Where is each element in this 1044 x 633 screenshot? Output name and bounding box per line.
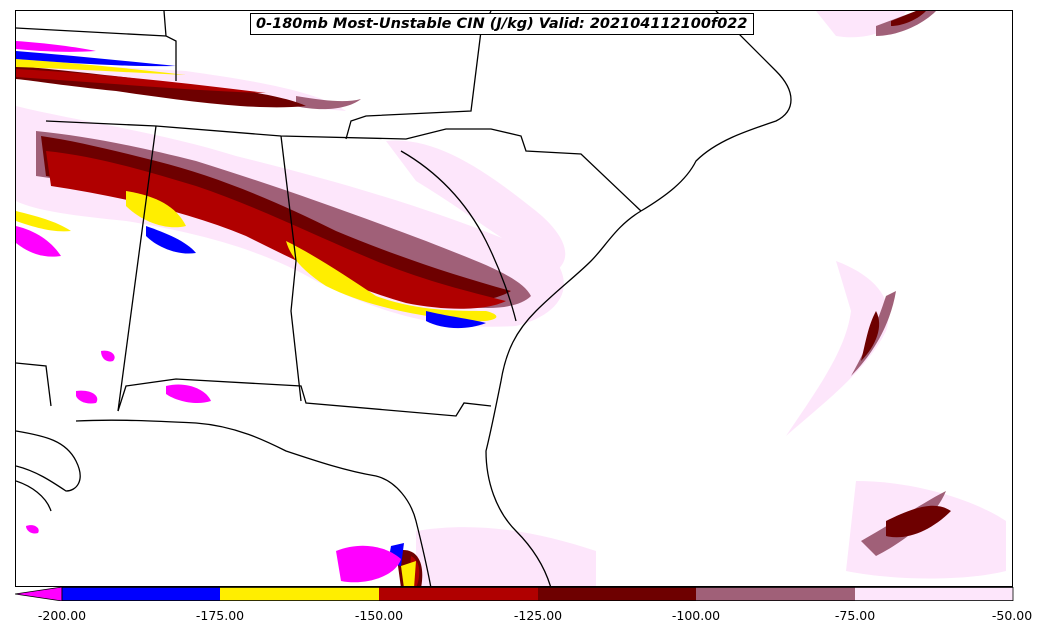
cin-fill-blue [16,51,486,566]
colorbar-tick-label: -75.00 [834,608,876,623]
colorbar-segment-125-100 [538,587,696,601]
colorbar-tick-label: -125.00 [513,608,563,623]
colorbar-segment-100-75 [696,587,855,601]
cin-map [16,11,1006,586]
colorbar-tick-label: -175.00 [195,608,245,623]
colorbar [15,587,1014,601]
colorbar-segment-75-50 [855,587,1013,601]
cin-fill-yellow [16,59,497,586]
colorbar-extend-min-segment [15,587,63,601]
state-boundaries [16,11,642,417]
cin-fill-magenta [16,41,401,583]
map-panel [15,10,1013,587]
colorbar-tick-label: -200.00 [37,608,87,623]
colorbar-segment-175-150 [220,587,379,601]
colorbar-tick-label: -150.00 [354,608,404,623]
colorbar-segment-200-175 [62,587,220,601]
map-title: 0-180mb Most-Unstable CIN (J/kg) Valid: … [250,13,754,35]
colorbar-outline [61,587,1014,601]
colorbar-tick-label: -50.00 [991,608,1033,623]
colorbar-segment-150-125 [379,587,538,601]
coastline [16,11,792,586]
colorbar-tick-label: -100.00 [671,608,721,623]
